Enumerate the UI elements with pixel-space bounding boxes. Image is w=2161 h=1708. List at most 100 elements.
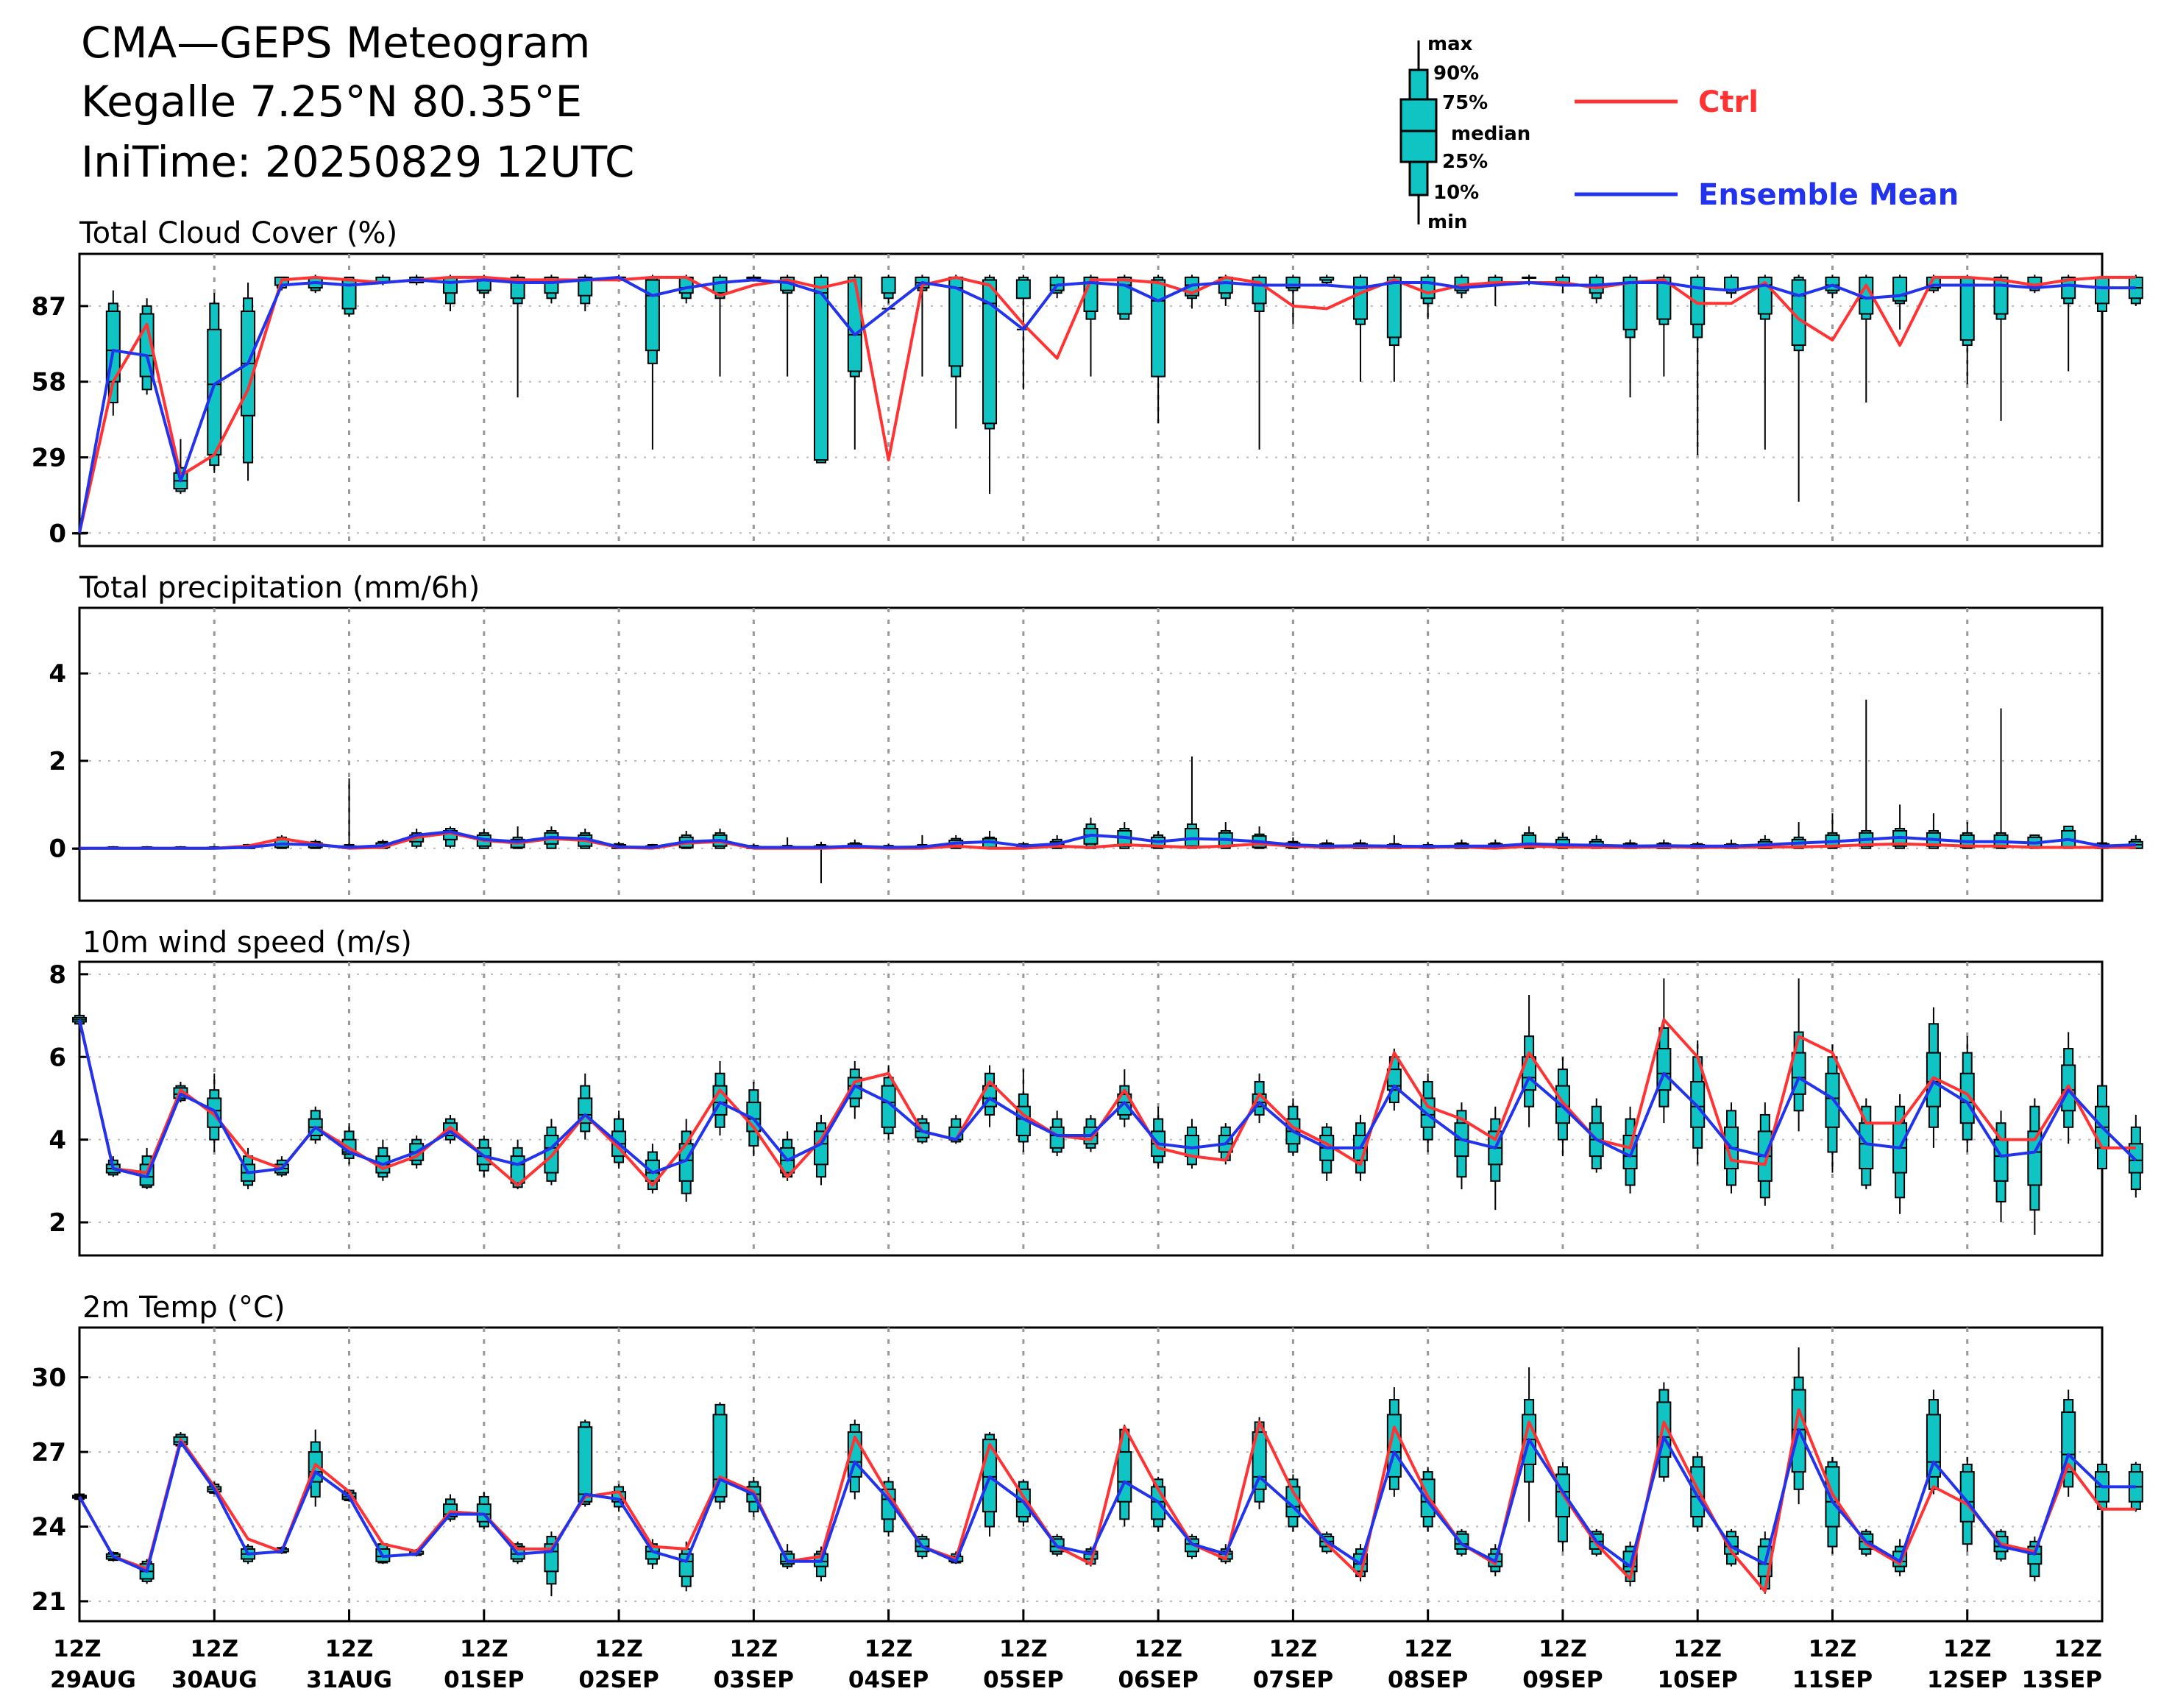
panel-temperature: 2m Temp (°C) 21 24 27 30	[32, 1291, 2143, 1623]
legend-label-max: max	[1427, 33, 1473, 55]
box-inner	[510, 1155, 525, 1184]
y-tick-label: 2	[49, 747, 66, 776]
figure-title: CMA—GEPS Meteogram	[81, 18, 590, 68]
box-inner	[578, 1426, 593, 1503]
ensemble-box	[341, 778, 357, 849]
ensemble-box	[2061, 1389, 2076, 1497]
ensemble-box	[1959, 822, 1975, 849]
panel-precipitation: Total precipitation (mm/6h) 0 2 4	[49, 571, 2143, 902]
ensemble-box	[510, 274, 525, 397]
legend-box-lower	[1408, 160, 1429, 196]
box-inner	[1959, 276, 1975, 341]
ensemble-box	[1151, 274, 1166, 424]
legend-label-min: min	[1427, 211, 1468, 233]
x-hour-label: 12Z	[999, 1636, 1048, 1662]
ensemble-box	[1488, 1106, 1503, 1211]
y-tick-label: 4	[49, 659, 66, 689]
legend-label-p75: 75%	[1442, 92, 1488, 114]
ensemble-box	[1015, 274, 1031, 390]
ensemble-box	[780, 274, 795, 377]
y-tick-label: 24	[32, 1513, 66, 1542]
time-axis: 12Z 29AUG 12Z 30AUG 12Z 31AUG 12Z 01SEP 12Z 02SEP…	[50, 1609, 2104, 1693]
ensemble-box	[1622, 274, 1638, 397]
ensemble-box	[1724, 274, 1739, 299]
panel-title-precipitation: Total precipitation (mm/6h)	[79, 571, 480, 605]
plot-frame	[78, 606, 2104, 902]
x-day-label: 02SEP	[578, 1667, 659, 1693]
ensemble-box	[2128, 274, 2143, 306]
ensemble-box	[2061, 274, 2076, 372]
box-inner	[2061, 276, 2076, 300]
x-day-label: 01SEP	[444, 1667, 524, 1693]
ensemble-box	[2095, 274, 2109, 403]
ensemble-box	[1993, 708, 2009, 849]
box-inner	[1151, 279, 1166, 378]
ensemble-box	[1993, 274, 2009, 421]
location-label: Kegalle 7.25°N 80.35°E	[81, 77, 582, 127]
box-inner	[1049, 1126, 1065, 1149]
ensemble-box	[1285, 1098, 1301, 1157]
box-inner	[1656, 276, 1672, 320]
ensemble-box	[1791, 274, 1806, 502]
y-tick-label: 21	[32, 1587, 66, 1617]
x-hour-label: 12Z	[595, 1636, 643, 1662]
box-inner	[813, 276, 828, 461]
legend-ctrl-label: Ctrl	[1698, 85, 1759, 119]
box-legend: max 90% 75% median 25% 10% min	[1399, 33, 1530, 233]
ensemble-box	[881, 1065, 896, 1140]
ensemble-box	[510, 826, 525, 849]
ensemble-box	[813, 274, 828, 464]
box-inner	[1622, 276, 1638, 330]
ensemble-box	[1555, 1461, 1570, 1552]
box-inner	[1353, 276, 1369, 320]
panel-wind-speed: 10m wind speed (m/s) 2 4 6 8	[49, 926, 2143, 1257]
ensemble-box	[1252, 1417, 1267, 1509]
x-hour-label: 12Z	[1943, 1636, 1992, 1662]
ensemble-box	[578, 1073, 593, 1140]
x-day-label: 09SEP	[1522, 1667, 1603, 1693]
panel-cloud-cover: Total Cloud Cover (%) 0 29 58 87	[32, 216, 2143, 548]
x-hour-label: 12Z	[1269, 1636, 1318, 1662]
ensemble-box	[308, 1106, 323, 1144]
y-tick-label: 87	[32, 292, 66, 322]
ensemble-box	[678, 830, 694, 849]
box-inner	[1993, 1138, 2009, 1182]
y-tick-label: 4	[49, 1126, 66, 1155]
ensemble-box	[982, 274, 998, 495]
ensemble-box	[1252, 274, 1267, 450]
ensemble-box	[645, 274, 660, 450]
legend-mean-label: Ensemble Mean	[1698, 178, 1959, 212]
ensemble-mean-line	[78, 1428, 2136, 1573]
legend-label-p90: 90%	[1433, 63, 1479, 85]
x-day-label: 04SEP	[848, 1667, 929, 1693]
box-inner	[1252, 1431, 1267, 1490]
ensemble-box	[1151, 1476, 1166, 1532]
x-hour-label: 12Z	[1809, 1636, 1857, 1662]
x-hour-label: 12Z	[1539, 1636, 1587, 1662]
ensemble-box	[1049, 1110, 1065, 1157]
ensemble-box	[1454, 1102, 1469, 1190]
legend-label-p10: 10%	[1433, 182, 1479, 204]
x-hour-label: 12Z	[730, 1636, 778, 1662]
x-day-label: 05SEP	[983, 1667, 1063, 1693]
x-day-label: 06SEP	[1118, 1667, 1198, 1693]
ensemble-box	[881, 274, 896, 310]
ensemble-box	[2061, 826, 2076, 849]
x-day-label: 11SEP	[1792, 1667, 1873, 1693]
ensemble-box	[1859, 699, 1874, 849]
ensemble-box	[1285, 274, 1301, 325]
box-inner	[1690, 1080, 1706, 1128]
x-day-label: 08SEP	[1388, 1667, 1468, 1693]
ensemble-box	[847, 1420, 862, 1500]
x-hour-label: 12Z	[1404, 1636, 1452, 1662]
x-hour-label: 12Z	[190, 1636, 238, 1662]
ensemble-box	[1791, 978, 1806, 1132]
ensemble-box	[1319, 1123, 1335, 1181]
ensemble-box	[1319, 274, 1335, 286]
ensemble-box	[780, 1544, 795, 1569]
x-day-label: 13SEP	[2022, 1667, 2102, 1693]
box-inner	[1319, 276, 1335, 281]
ensemble-box	[948, 274, 964, 429]
ensemble-box	[1488, 274, 1503, 306]
box-inner	[1117, 276, 1132, 315]
